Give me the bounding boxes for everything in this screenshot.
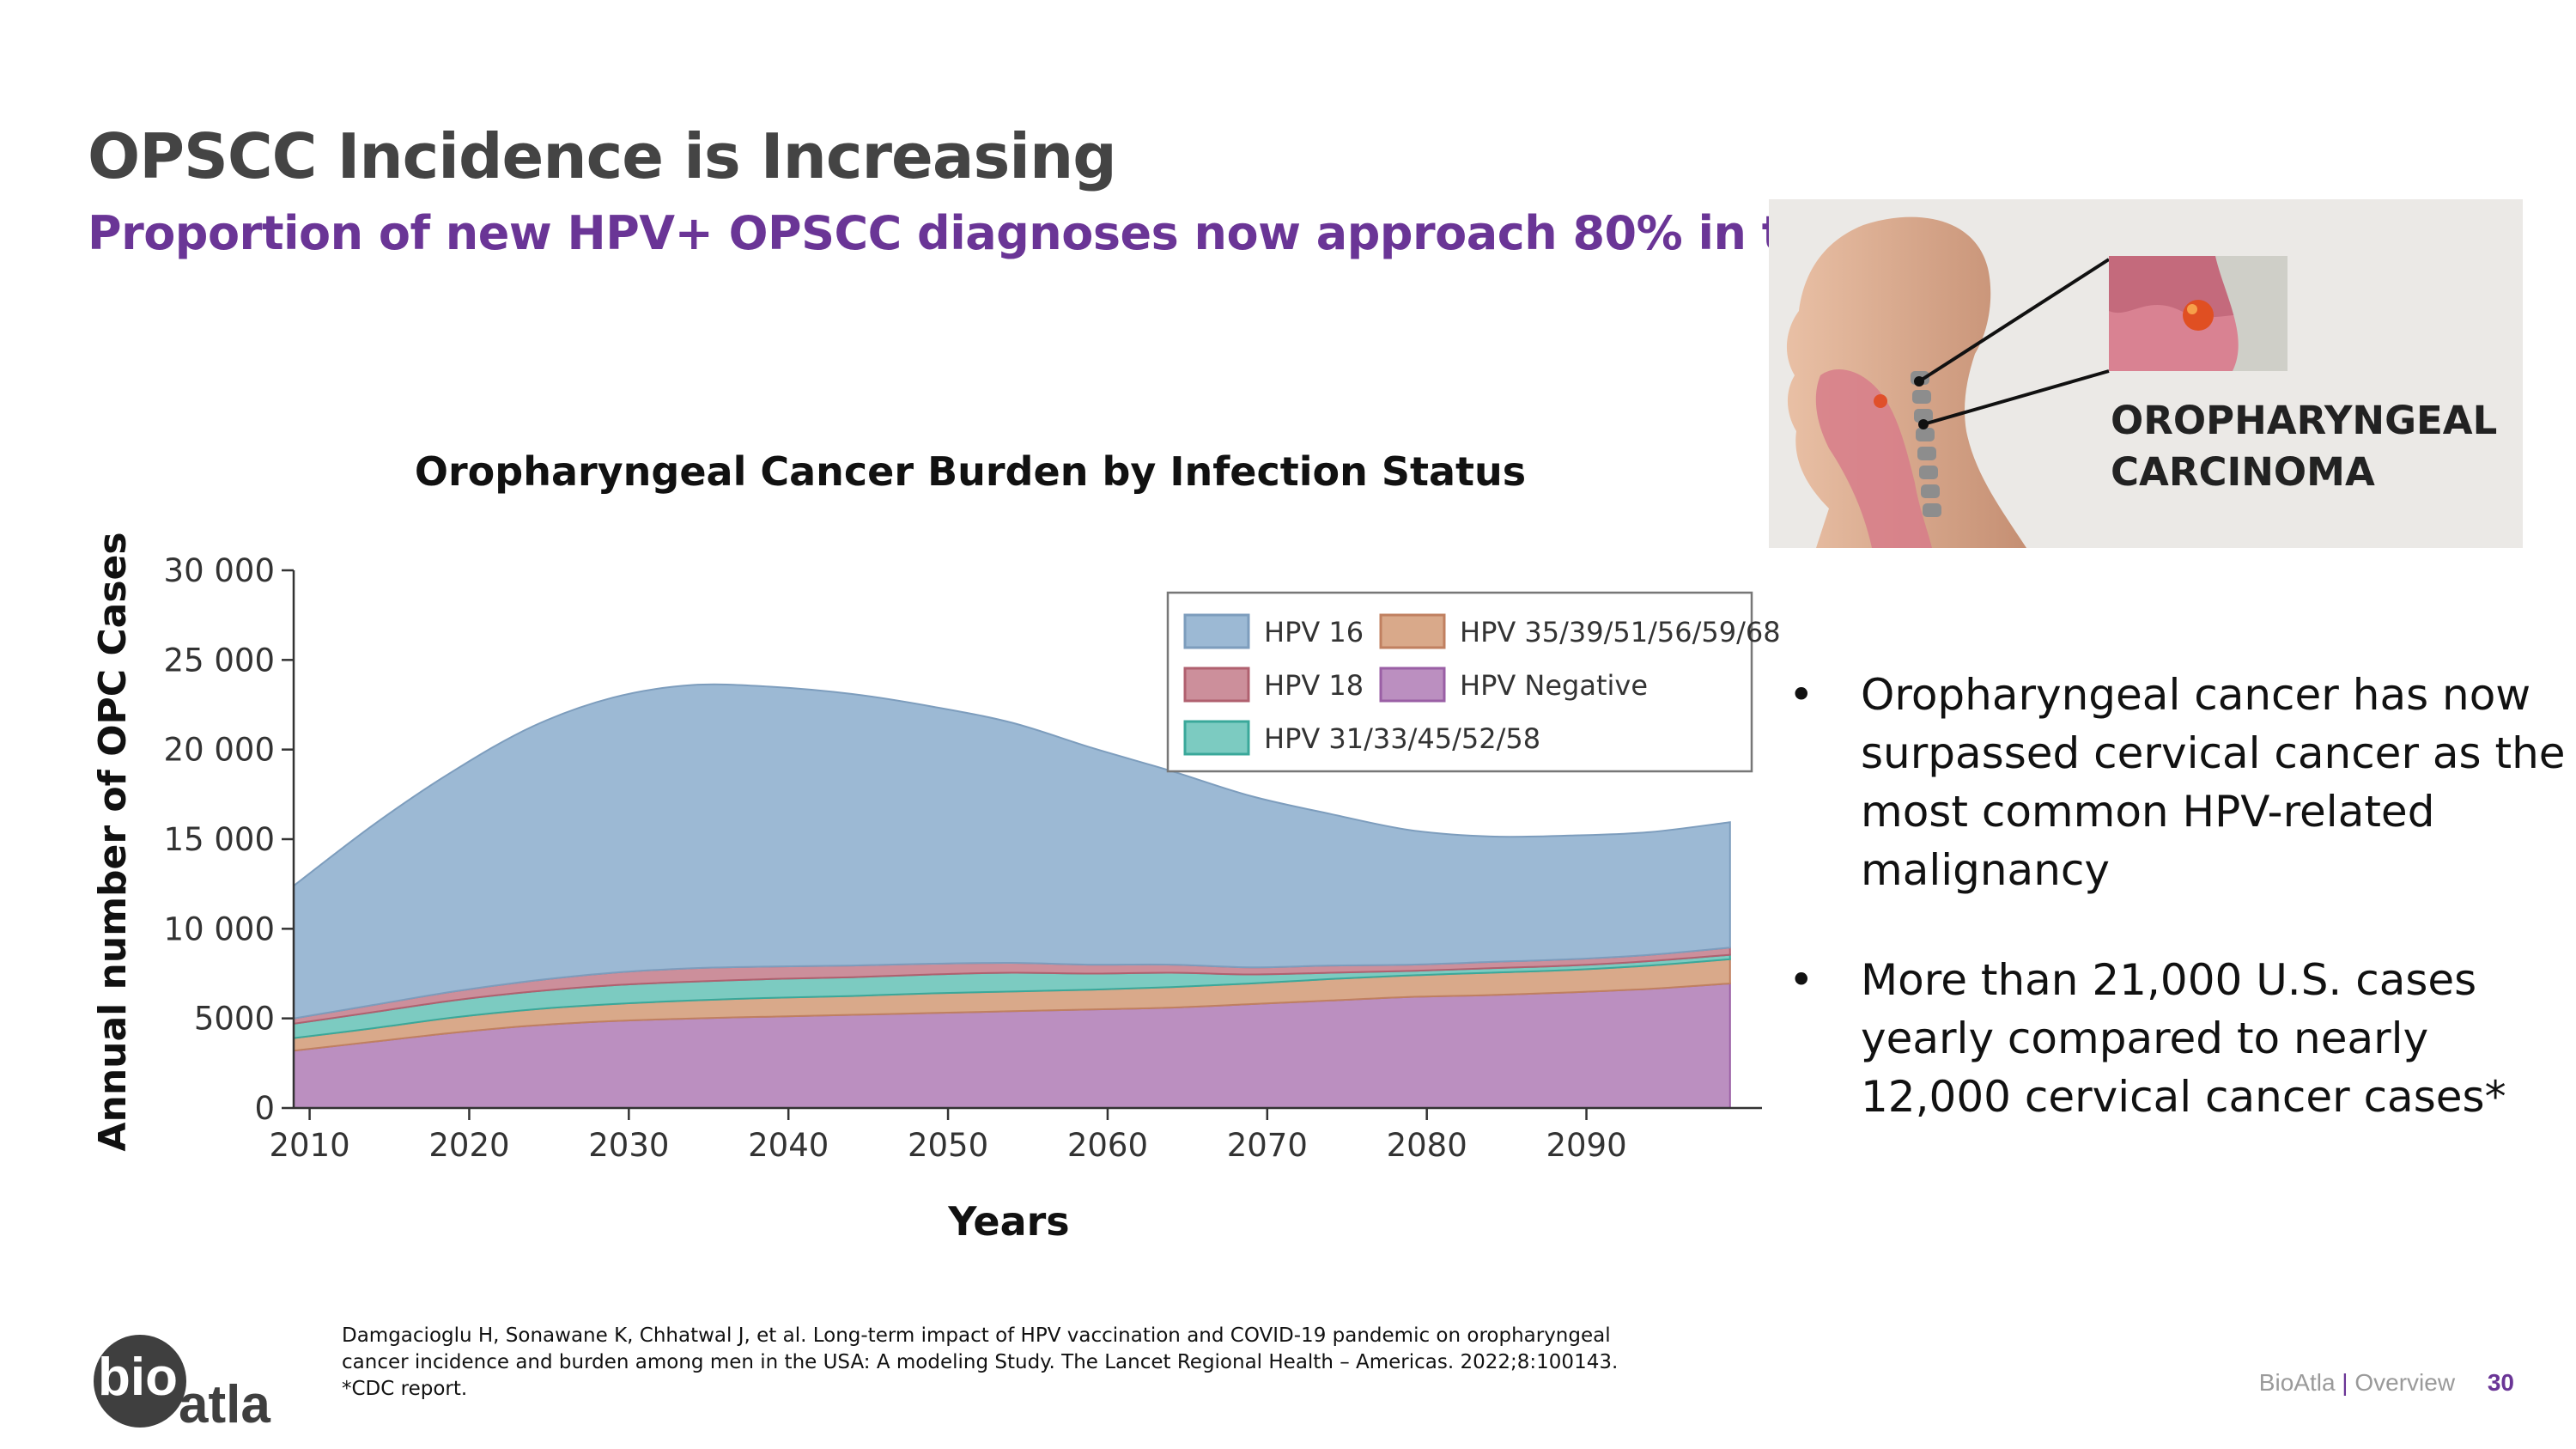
logo-text-bio: bio — [98, 1348, 178, 1407]
x-tick-label: 2010 — [270, 1127, 350, 1164]
y-tick-label: 30 000 — [164, 552, 275, 589]
citation-line-2: cancer incidence and burden among men in… — [342, 1351, 1619, 1373]
slide-title: OPSCC Incidence is Increasing — [88, 120, 1117, 192]
bullet-list: Oropharyngeal cancer has now surpassed c… — [1782, 666, 2572, 1178]
y-tick-label: 5000 — [194, 1001, 275, 1038]
legend-swatch-hpv-31-33-45-52-58 — [1183, 720, 1250, 756]
x-tick-label: 2020 — [428, 1127, 509, 1164]
head-anatomy-drawing — [1786, 216, 2287, 548]
x-tick-label: 2040 — [748, 1127, 829, 1164]
y-tick-label: 0 — [254, 1090, 275, 1127]
legend-swatch-hpv-18 — [1183, 667, 1250, 703]
illustration-label-line1: OROPHARYNGEAL — [2111, 398, 2498, 443]
throat-section — [1815, 368, 1932, 548]
x-tick-label: 2090 — [1546, 1127, 1626, 1164]
citation-line-3: *CDC report. — [342, 1378, 468, 1400]
footer-company: BioAtla — [2258, 1369, 2336, 1396]
bullet-item: More than 21,000 U.S. cases yearly compa… — [1782, 951, 2572, 1126]
legend-label-hpv-negative: HPV Negative — [1460, 669, 1648, 702]
footer-separator: | — [2342, 1369, 2348, 1396]
chart-legend: HPV 16 HPV 35/39/51/56/59/68 HPV 18 HPV Neg… — [1166, 591, 1781, 773]
x-tick-label: 2030 — [588, 1127, 669, 1164]
y-tick-label: 10 000 — [164, 910, 275, 947]
tumor-closeup-inset — [2109, 256, 2287, 371]
bullet-item: Oropharyngeal cancer has now surpassed c… — [1782, 666, 2572, 899]
legend-label-hpv-31-33-45-52-58: HPV 31/33/45/52/58 — [1264, 722, 1540, 755]
legend-swatch-hpv-negative — [1379, 667, 1446, 703]
legend-label-hpv-35-39-51-56-59-68: HPV 35/39/51/56/59/68 — [1460, 616, 1781, 648]
legend-box — [1166, 591, 1753, 773]
x-tick-label: 2060 — [1067, 1127, 1148, 1164]
legend-swatch-hpv-35-39-51-56-59-68 — [1379, 613, 1446, 649]
chart-axes: 0 5000 10 000 15 000 20 000 25 000 30 000 2010 2… — [164, 552, 1762, 1164]
oropharyngeal-carcinoma-illustration: OROPHARYNGEAL CARCINOMA — [1769, 199, 2523, 548]
illustration-label: OROPHARYNGEAL CARCINOMA — [2111, 395, 2497, 498]
y-tick-label: 25 000 — [164, 642, 275, 679]
x-tick-label: 2050 — [908, 1127, 988, 1164]
area-hpv-16 — [293, 683, 1731, 1020]
y-axis-title: Annual number of OPC Cases — [91, 532, 135, 1152]
opc-burden-chart: 0 5000 10 000 15 000 20 000 25 000 30 000 2010 2… — [164, 552, 1781, 1164]
legend-label-hpv-18: HPV 18 — [1264, 669, 1364, 702]
slide-footer: BioAtla | Overview 30 — [2259, 1369, 2514, 1397]
x-axis-title: Years — [948, 1198, 1070, 1245]
illustration-label-line2: CARCINOMA — [2111, 449, 2375, 495]
page-number: 30 — [2487, 1369, 2514, 1396]
spine-icon — [1911, 371, 1941, 517]
citation-line-1: Damgacioglu H, Sonawane K, Chhatwal J, e… — [342, 1324, 1611, 1347]
tumor-marker — [1874, 394, 1887, 408]
y-tick-label: 15 000 — [164, 821, 275, 858]
citation-footnote: Damgacioglu H, Sonawane K, Chhatwal J, e… — [342, 1323, 1630, 1403]
legend-label-hpv-16: HPV 16 — [1264, 616, 1364, 648]
footer-section: Overview — [2354, 1369, 2456, 1396]
y-tick-label: 20 000 — [164, 732, 275, 769]
legend-swatch-hpv-16 — [1183, 613, 1250, 649]
bioatla-logo: bio atla — [94, 1335, 270, 1433]
x-tick-label: 2070 — [1227, 1127, 1308, 1164]
x-tick-label: 2080 — [1387, 1127, 1467, 1164]
logo-text-atla: atla — [179, 1375, 270, 1433]
slide-subtitle: Proportion of new HPV+ OPSCC diagnoses n… — [88, 206, 1934, 260]
chart-title: Oropharyngeal Cancer Burden by Infection… — [414, 448, 1527, 495]
